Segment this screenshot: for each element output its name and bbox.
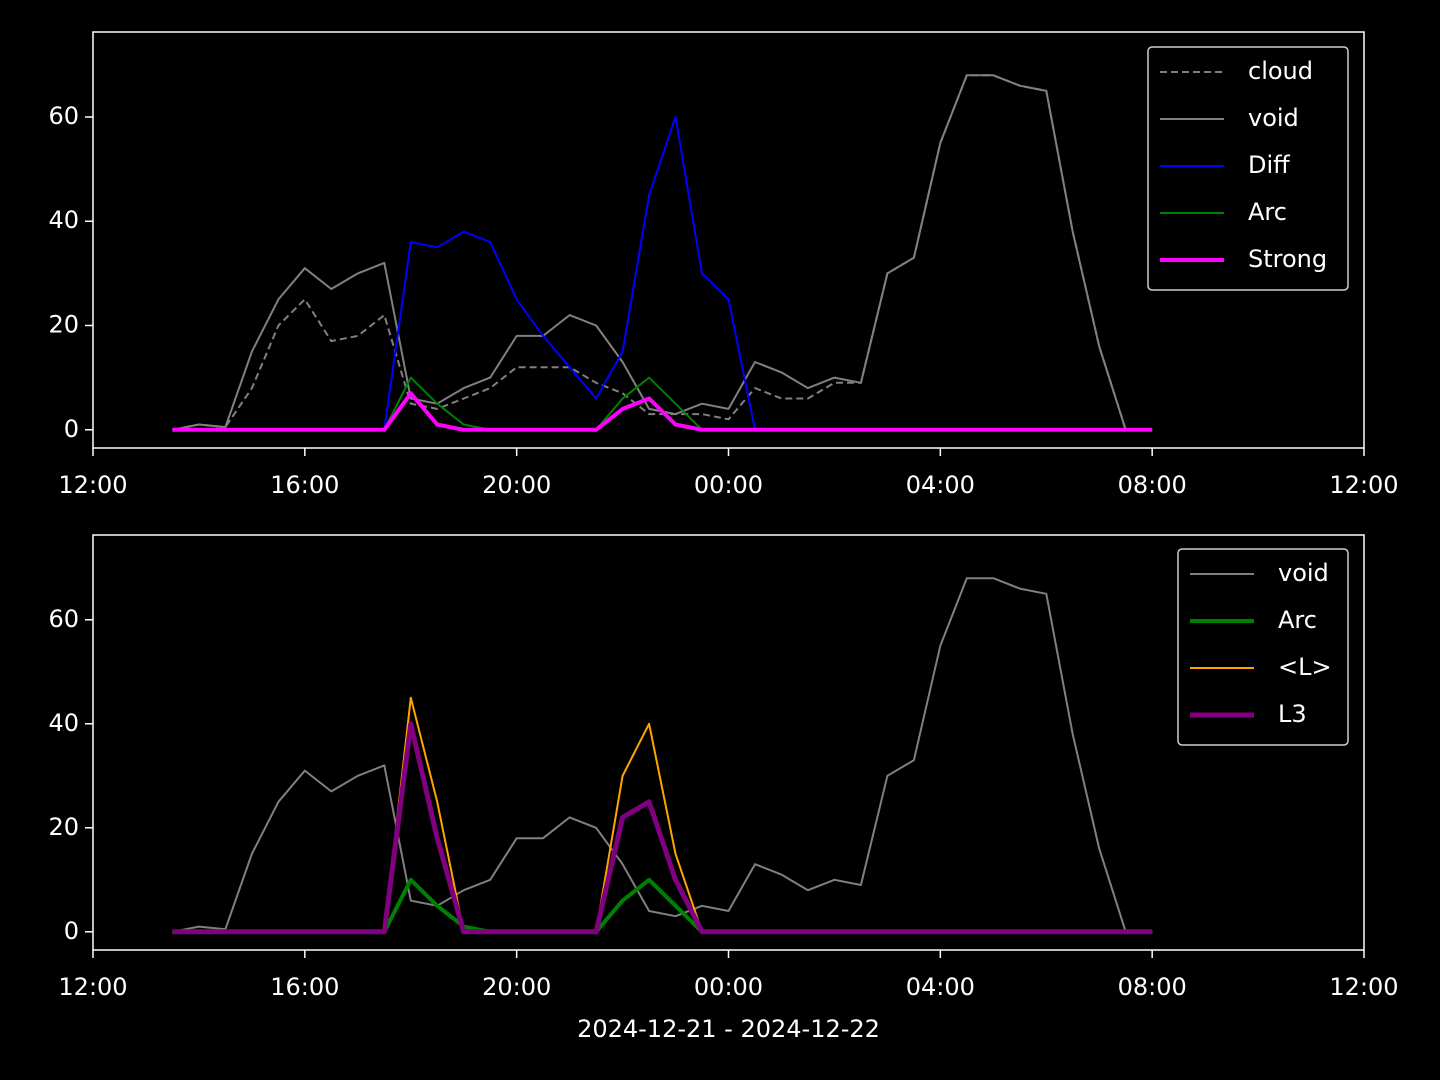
- y-tick-label: 40: [48, 709, 79, 737]
- x-tick-label: 16:00: [270, 471, 339, 499]
- y-tick-label: 40: [48, 206, 79, 234]
- x-tick-label: 12:00: [58, 471, 127, 499]
- series-line: [172, 74, 1153, 431]
- series-line: [172, 74, 1153, 431]
- legend-label: <L>: [1278, 653, 1332, 681]
- y-tick-label: 0: [64, 415, 79, 443]
- x-tick-label: 12:00: [1329, 973, 1398, 1001]
- y-tick-label: 60: [48, 102, 79, 130]
- y-tick-label: 20: [48, 310, 79, 338]
- series-line: [172, 721, 1153, 935]
- legend-label: Arc: [1278, 606, 1317, 634]
- y-tick-label: 60: [48, 605, 79, 633]
- x-tick-label: 20:00: [482, 471, 551, 499]
- legend-label: void: [1248, 104, 1299, 132]
- series-line: [172, 391, 1153, 432]
- x-tick-label: 12:00: [58, 973, 127, 1001]
- legend-label: void: [1278, 559, 1329, 587]
- legend-box: [1147, 46, 1349, 291]
- series-line: [172, 696, 1153, 933]
- y-tick-label: 0: [64, 917, 79, 945]
- legend-box: [1177, 548, 1349, 746]
- legend-label: Arc: [1248, 198, 1287, 226]
- x-tick-label: 16:00: [270, 973, 339, 1001]
- series-line: [172, 577, 1153, 933]
- axes-frame: [92, 534, 1365, 951]
- x-tick-label: 00:00: [694, 973, 763, 1001]
- x-tick-label: 04:00: [906, 471, 975, 499]
- x-tick-label: 00:00: [694, 471, 763, 499]
- series-line: [172, 116, 1153, 431]
- x-tick-label: 08:00: [1118, 471, 1187, 499]
- x-tick-label: 04:00: [906, 973, 975, 1001]
- legend-label: cloud: [1248, 57, 1313, 85]
- legend-label: Diff: [1248, 151, 1290, 179]
- x-axis-label: 2024-12-21 - 2024-12-22: [577, 1015, 880, 1043]
- series-line: [172, 376, 1153, 431]
- legend-label: Strong: [1248, 245, 1327, 273]
- x-tick-label: 12:00: [1329, 471, 1398, 499]
- x-tick-label: 20:00: [482, 973, 551, 1001]
- y-tick-label: 20: [48, 813, 79, 841]
- x-tick-label: 08:00: [1118, 973, 1187, 1001]
- series-line: [172, 877, 1153, 934]
- legend-label: L3: [1278, 700, 1307, 728]
